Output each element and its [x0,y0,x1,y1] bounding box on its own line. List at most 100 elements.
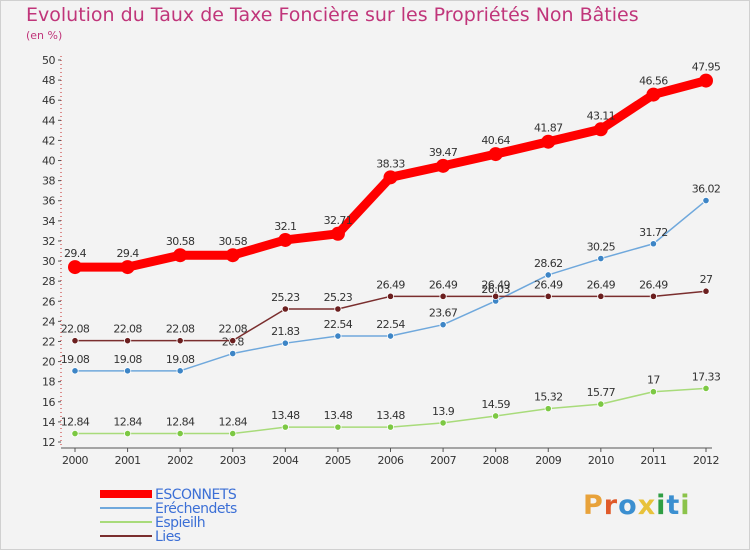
x-tick-label: 2002 [167,454,193,467]
data-label: 26.49 [481,278,510,291]
data-point [334,423,342,431]
logo-letter: P [583,490,604,521]
data-point [330,226,345,241]
data-point [646,87,661,102]
data-point [492,412,500,420]
data-label: 22.08 [219,323,248,336]
data-point [702,384,710,393]
data-label: 17 [647,374,660,387]
data-label: 21.83 [271,325,300,338]
data-point [123,429,132,438]
data-label: 26.49 [587,278,616,291]
data-point [229,349,237,358]
data-label: 12.84 [61,416,90,429]
legend-label: Lies [155,529,181,545]
y-tick-label: 24 [42,315,55,328]
data-point [386,423,395,431]
data-label: 22.54 [324,318,353,331]
data-label: 26.49 [376,278,405,291]
data-label: 26.49 [534,278,563,291]
data-point [173,248,188,263]
data-label: 40.64 [481,134,510,147]
y-tick-label: 16 [42,396,55,409]
data-point [334,332,342,340]
x-tick-label: 2004 [272,454,298,467]
data-point [120,260,135,275]
data-point [281,339,289,347]
legend-label: Eréchendets [155,501,237,517]
series-lines: 19.0819.0819.0820.821.8322.5422.5423.672… [61,61,721,438]
data-label: 25.23 [324,291,353,304]
data-point [597,400,605,408]
data-point [383,170,398,185]
data-point [488,147,503,162]
y-tick-label: 32 [42,235,55,248]
x-tick-label: 2008 [483,454,509,467]
data-label: 30.58 [166,235,195,248]
proxiti-logo: Proxiti [583,490,691,521]
data-point [68,260,82,275]
axes: 12 14 16 18 20 22 24 26 28 30 32 34 36 38 40 42 44 46 48 50… [42,54,720,467]
y-tick-label: 22 [42,335,55,348]
y-tick-label: 38 [42,175,55,188]
x-tick-label: 2011 [640,454,666,467]
logo-letter: r [603,490,619,521]
data-label: 22.54 [376,318,405,331]
data-point [123,367,132,375]
logo-letter: i [680,490,691,521]
data-point [281,423,289,431]
legend-label: Espieilh [155,515,205,531]
x-tick-label: 2007 [430,454,456,467]
x-tick-label: 2006 [378,454,404,467]
data-label: 19.08 [61,353,90,366]
data-point [123,337,132,345]
y-tick-label: 42 [42,134,55,147]
data-label: 22.08 [61,323,90,336]
data-label: 15.32 [534,391,563,404]
series-espieilh: 12.84 12.84 12.84 12.84 13.48 13.48 13.48 13.9 1… [61,370,721,438]
data-label: 32.71 [324,214,353,227]
data-label: 13.48 [271,409,300,422]
data-label: 15.77 [587,386,616,399]
data-label: 25.23 [271,291,300,304]
data-point [597,292,605,300]
x-tick-label: 2012 [693,454,719,467]
y-tick-label: 14 [42,416,55,429]
data-point [436,158,451,173]
legend-label: ESCONNETS [155,487,237,503]
data-point [492,292,500,300]
data-label: 13.48 [324,409,353,422]
data-label: 46.56 [639,75,668,88]
y-tick-label: 20 [42,356,55,369]
data-point [544,405,552,413]
data-point [176,337,184,345]
data-point [702,287,710,295]
data-point [541,134,556,149]
unit-label: (en %) [26,29,63,42]
y-tick-label: 28 [42,275,55,288]
data-label: 26.03 [481,283,510,296]
data-label: 12.84 [166,416,195,429]
y-tick-label: 50 [42,54,55,67]
data-label: 29.4 [117,247,140,260]
data-point [439,321,447,329]
data-point [278,232,293,247]
y-tick-label: 44 [42,114,55,127]
data-point [229,429,237,438]
data-label: 14.59 [481,398,510,411]
y-tick-label: 36 [42,195,55,208]
series-esconnets: 29.4 29.4 30.58 30.58 32.1 32.71 38.33 39.47 40.… [64,61,721,275]
data-point [544,292,552,300]
data-point [649,292,658,300]
data-label: 39.47 [429,146,458,159]
data-label: 47.95 [692,61,721,74]
data-label: 30.58 [219,235,248,248]
series-lies: 22.08 22.08 22.08 22.08 25.23 25.23 26.49 26.49… [61,273,714,345]
x-tick-label: 2005 [325,454,351,467]
data-point [699,73,713,88]
data-point [281,305,289,313]
data-label: 32.1 [274,220,296,233]
